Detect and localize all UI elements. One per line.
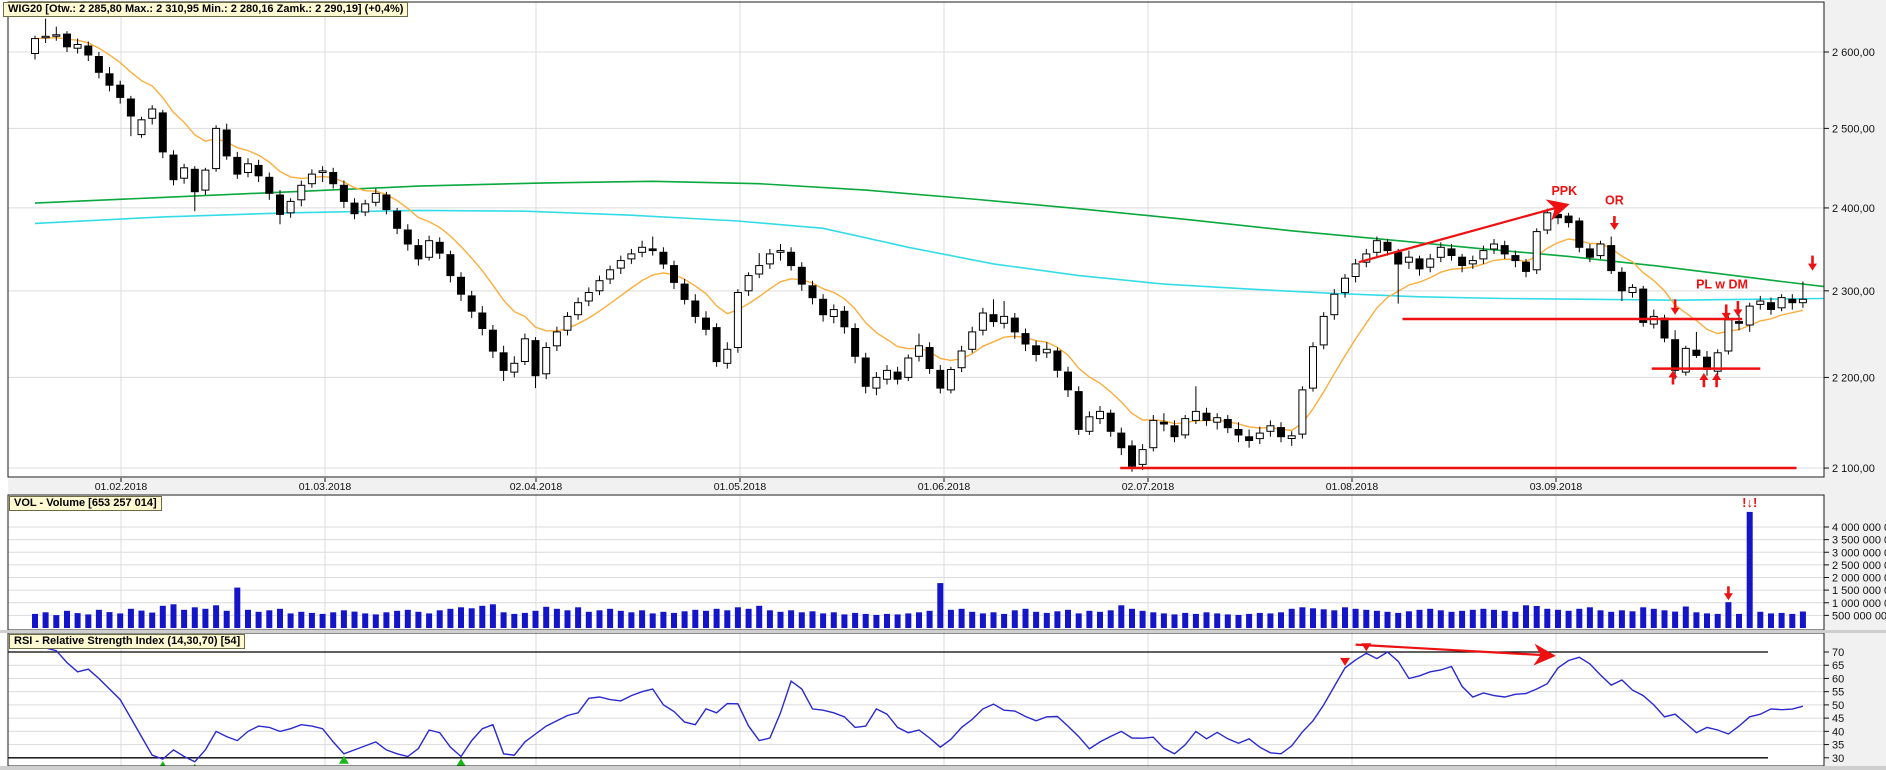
rsi-tick-label: 40 bbox=[1832, 726, 1844, 738]
rsi-sell-marker bbox=[1361, 643, 1372, 652]
up-arrow-marker bbox=[1712, 372, 1722, 388]
rsi-tick-label: 35 bbox=[1832, 740, 1844, 752]
price-tick-label: 2 400,00 bbox=[1832, 203, 1875, 215]
price-tick-label: 2 200,00 bbox=[1832, 372, 1875, 384]
rsi-tick-label: 60 bbox=[1832, 674, 1844, 686]
date-axis-strip bbox=[8, 478, 1824, 494]
rsi-tick-label: 70 bbox=[1832, 647, 1844, 659]
ma-slow-green-line bbox=[34, 180, 1825, 288]
volume-bars bbox=[32, 511, 1806, 628]
price-annotations: PPK OR PL w DM bbox=[1120, 184, 1817, 470]
date-tick-label: 01.05.2018 bbox=[714, 481, 767, 493]
volume-tick-label: 3 500 000 000 bbox=[1832, 535, 1886, 547]
date-tick-label: 01.08.2018 bbox=[1326, 481, 1379, 493]
rsi-tick-label: 30 bbox=[1832, 753, 1844, 765]
rsi-sell-marker bbox=[1340, 657, 1350, 666]
date-tick-label: 01.03.2018 bbox=[299, 481, 352, 493]
price-tick-label: 2 500,00 bbox=[1832, 123, 1875, 135]
rsi-buy-marker bbox=[338, 755, 349, 764]
rsi-tick-label: 50 bbox=[1832, 700, 1844, 712]
price-tick-label: 2 300,00 bbox=[1832, 286, 1875, 298]
up-arrow-marker bbox=[1699, 372, 1709, 388]
annotation-label: OR bbox=[1605, 194, 1624, 208]
date-tick-label: 02.04.2018 bbox=[510, 481, 563, 493]
volume-down-arrow bbox=[1723, 586, 1733, 601]
rsi-divergence-arrow bbox=[1355, 643, 1556, 666]
panel-splitter[interactable] bbox=[0, 630, 1886, 633]
down-arrow-marker bbox=[1721, 304, 1731, 320]
volume-tick-label: 1 500 000 000 bbox=[1832, 585, 1886, 597]
rsi-tick-label: 45 bbox=[1832, 713, 1844, 725]
annotation-label: PL w DM bbox=[1696, 277, 1748, 291]
date-tick-label: 03.09.2018 bbox=[1530, 481, 1583, 493]
down-arrow-marker bbox=[1808, 255, 1817, 271]
volume-tick-label: 500 000 000 bbox=[1832, 610, 1886, 622]
up-arrow-marker bbox=[1668, 370, 1678, 385]
rsi-line bbox=[34, 646, 1804, 763]
volume-tick-label: 2 500 000 000 bbox=[1832, 560, 1886, 572]
bottom-splitter[interactable] bbox=[0, 766, 1886, 770]
volume-tick-label: 4 000 000 000 bbox=[1832, 522, 1886, 534]
volume-panel-header[interactable]: VOL - Volume [653 257 014] bbox=[9, 496, 162, 511]
rsi-tick-label: 65 bbox=[1832, 660, 1844, 672]
date-tick-label: 01.02.2018 bbox=[95, 481, 148, 493]
price-panel-header[interactable]: WIG20 [Otw.: 2 285,80 Max.: 2 310,95 Min… bbox=[3, 2, 409, 17]
ma-mid-cyan-line bbox=[34, 209, 1825, 302]
rsi-tick-label: 55 bbox=[1832, 687, 1844, 699]
price-tick-label: 2 600,00 bbox=[1832, 47, 1875, 59]
date-tick-label: 02.07.2018 bbox=[1122, 481, 1175, 493]
candles bbox=[31, 18, 1807, 472]
volume-tick-label: 3 000 000 000 bbox=[1832, 547, 1886, 559]
price-tick-label: 2 100,00 bbox=[1832, 463, 1875, 475]
volume-tick-label: 1 000 000 000 bbox=[1832, 598, 1886, 610]
rsi-panel-header[interactable]: RSI - Relative Strength Index (14,30,70)… bbox=[9, 634, 246, 649]
axis-gutter bbox=[1824, 0, 1886, 770]
volume-tick-label: 2 000 000 000 bbox=[1832, 573, 1886, 585]
down-arrow-marker bbox=[1733, 301, 1743, 317]
annotation-label: PPK bbox=[1551, 184, 1577, 198]
rsi-buy-marker bbox=[456, 758, 466, 767]
axis-labels: 2 600,00 2 500,00 2 400,00 2 300,00 2 200,00… bbox=[95, 47, 1886, 765]
date-tick-label: 01.06.2018 bbox=[918, 481, 971, 493]
down-arrow-marker bbox=[1670, 299, 1680, 315]
down-arrow-marker bbox=[1609, 216, 1619, 230]
ppk-trendline-arrow bbox=[1358, 199, 1570, 264]
volume-annotations: !↓! bbox=[1723, 495, 1757, 601]
volume-spike-label: !↓! bbox=[1742, 495, 1757, 510]
